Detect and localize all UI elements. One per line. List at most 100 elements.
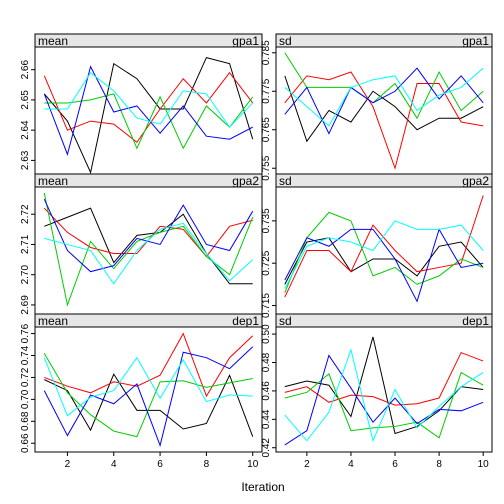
panel-mean-dep1-y-tick-label-4: 0.74 <box>20 345 31 365</box>
panel-sd-gpa2-series-3 <box>284 211 484 294</box>
panel-sd-dep1-series-5 <box>284 347 484 443</box>
panel-sd-dep1-y-tick-label-3: 0.48 <box>261 352 272 372</box>
panel-mean-dep1-strip <box>34 313 263 328</box>
panel-sd-dep1-strip-variable: dep1 <box>462 314 489 328</box>
panel-mean-gpa1-y-tick-label-2: 2.65 <box>20 90 31 110</box>
panel-mean-dep1-x-tick-label-4: 4 <box>111 459 117 470</box>
panel-mean-dep1-strip-stat: mean <box>38 314 68 328</box>
panel-mean-gpa2-y-tick-label-3: 2.72 <box>20 204 31 224</box>
panel-sd-gpa1-y-tick-label-2: 0.775 <box>261 78 272 103</box>
panel-mean-dep1-series-5 <box>43 356 253 417</box>
panel-sd-dep1-x-tick-label-10: 10 <box>478 459 490 470</box>
panel-mean-gpa1: mean gpa1 2.63 2.64 2.65 2.66 <box>20 33 263 175</box>
panel-sd-gpa2: sd gpa2 0.715 0.725 0.735 <box>261 173 493 318</box>
panel-mean-dep1-series-2 <box>44 332 254 398</box>
panel-mean-dep1-y-tick-label-2: 0.70 <box>20 389 31 409</box>
panel-mean-dep1-strip-variable: dep1 <box>232 314 259 328</box>
panel-mean-dep1-y-tick-label-3: 0.72 <box>20 367 31 387</box>
panel-sd-dep1-series-4 <box>284 354 484 446</box>
panel-sd-gpa1-strip-variable: gpa1 <box>462 34 489 48</box>
panel-mean-dep1-y-tick-label-5: 0.76 <box>20 323 31 343</box>
panel-mean-gpa1-y-tick-label-0: 2.63 <box>20 150 31 170</box>
panel-mean-gpa2-series-3 <box>43 192 254 307</box>
panel-sd-dep1-x-tick-label-8: 8 <box>436 459 442 470</box>
panel-mean-gpa2-series-1 <box>44 207 253 285</box>
panel-mean-gpa1-series-3 <box>44 93 254 150</box>
panel-mean-gpa2-series-2 <box>43 207 253 258</box>
panel-mean-gpa2-y-tick-label-0: 2.69 <box>20 295 31 315</box>
panel-mean-gpa1-series-2 <box>43 71 254 143</box>
panel-sd-dep1-series-2 <box>284 351 484 406</box>
panel-sd-dep1-y-tick-label-1: 0.44 <box>261 409 272 429</box>
panel-mean-dep1-series-group <box>43 332 254 448</box>
panel-mean-dep1-series-4 <box>43 346 254 448</box>
panel-mean-gpa1-strip-stat: mean <box>38 34 68 48</box>
panel-mean-gpa2-series-4 <box>43 198 254 273</box>
panel-mean-gpa2-y-tick-label-2: 2.71 <box>20 234 31 254</box>
panel-mean-dep1-x-tick-label-10: 10 <box>247 459 259 470</box>
panel-mean-gpa2: mean gpa2 2.69 2.70 2.71 2.72 <box>20 173 263 315</box>
panel-mean-gpa1-strip <box>34 33 263 48</box>
panel-mean-gpa2-strip <box>34 173 263 188</box>
panel-sd-gpa1-strip <box>275 33 493 48</box>
panel-mean-dep1-series-3 <box>43 353 253 438</box>
panel-sd-gpa1-y-tick-label-3: 0.785 <box>261 40 272 65</box>
panel-mean-dep1-x-tick-label-8: 8 <box>204 459 210 470</box>
panel-sd-gpa2-y-tick-label-1: 0.725 <box>261 250 272 275</box>
panel-sd-dep1-x-tick-label-6: 6 <box>392 459 398 470</box>
panel-sd-gpa2-y-tick-label-0: 0.715 <box>261 293 272 318</box>
panel-sd-dep1-series-group <box>284 336 484 446</box>
panel-mean-gpa2-series-5 <box>44 222 254 285</box>
panel-mean-gpa2-strip-stat: mean <box>38 174 68 188</box>
panel-sd-gpa1-series-2 <box>284 71 484 170</box>
panel-mean-gpa1-series-4 <box>43 65 253 156</box>
panel-mean-dep1-x-tick-label-2: 2 <box>65 459 71 470</box>
panel-sd-gpa1-y-tick-label-0: 0.755 <box>261 155 272 180</box>
panel-mean-dep1-series-1 <box>44 373 254 437</box>
panel-mean-dep1-y-tick-label-0: 0.66 <box>20 433 31 453</box>
panel-sd-gpa2-strip <box>275 173 493 188</box>
panel-sd-dep1-y-tick-label-2: 0.46 <box>261 381 272 401</box>
panel-sd-gpa1-series-5 <box>284 67 484 127</box>
panel-sd-dep1-strip <box>275 313 493 328</box>
panel-sd-gpa2-series-1 <box>284 237 484 285</box>
panel-sd-dep1: sd dep1 2 4 6 8 10 0.42 0.44 0.46 0.48 0.50 <box>261 313 493 470</box>
panel-sd-gpa2-series-group <box>284 195 484 303</box>
panel-mean-gpa2-series-group <box>43 192 254 307</box>
panel-mean-gpa1-strip-variable: gpa1 <box>232 34 259 48</box>
panel-sd-dep1-x-tick-label-4: 4 <box>348 459 354 470</box>
panel-sd-dep1-y-tick-label-4: 0.50 <box>261 324 272 344</box>
panel-sd-gpa1: sd gpa1 0.755 0.765 0.775 0.785 <box>261 33 493 181</box>
panel-mean-dep1-x-tick-label-6: 6 <box>157 459 163 470</box>
panel-mean-dep1-frame <box>34 326 263 453</box>
panel-sd-gpa1-series-1 <box>284 75 484 143</box>
panel-sd-dep1-frame <box>275 326 493 453</box>
x-axis-title: Iteration <box>241 480 284 494</box>
panel-sd-dep1-x-tick-label-2: 2 <box>304 459 310 470</box>
panel-mean-gpa1-series-5 <box>44 71 254 128</box>
panel-mean-gpa1-y-tick-label-1: 2.64 <box>20 120 31 140</box>
panel-mean-dep1-y-tick-label-1: 0.68 <box>20 411 31 431</box>
panel-sd-gpa2-strip-stat: sd <box>279 174 292 188</box>
panel-mean-dep1: mean dep1 2 4 6 8 10 0.66 0.68 0.70 0.72 0.74 0.76 <box>20 313 263 470</box>
panel-sd-gpa1-series-4 <box>284 67 484 135</box>
panel-mean-gpa1-series-1 <box>43 56 254 174</box>
panel-sd-dep1-y-tick-label-0: 0.42 <box>261 438 272 458</box>
panel-sd-dep1-strip-stat: sd <box>279 314 292 328</box>
panel-sd-gpa1-series-group <box>284 52 484 170</box>
panel-mean-gpa1-frame <box>34 46 263 175</box>
panel-sd-gpa1-strip-stat: sd <box>279 34 292 48</box>
panel-sd-gpa1-frame <box>275 46 493 175</box>
panel-mean-gpa2-strip-variable: gpa2 <box>232 174 259 188</box>
panel-mean-gpa1-y-tick-label-3: 2.66 <box>20 60 31 80</box>
panel-sd-gpa1-y-tick-label-1: 0.765 <box>261 117 272 142</box>
panel-mean-gpa1-series-group <box>43 56 254 174</box>
panels-layer: mean gpa1 2.63 2.64 2.65 2.66 sd gpa1 0.755 0.765… <box>20 33 493 470</box>
panel-sd-gpa2-y-tick-label-2: 0.735 <box>261 208 272 233</box>
panel-sd-gpa2-series-2 <box>284 195 484 298</box>
panel-sd-gpa2-strip-variable: gpa2 <box>462 174 489 188</box>
panel-sd-gpa2-series-5 <box>284 220 484 289</box>
panel-mean-gpa2-y-tick-label-1: 2.70 <box>20 265 31 285</box>
panel-sd-dep1-series-3 <box>284 371 484 439</box>
